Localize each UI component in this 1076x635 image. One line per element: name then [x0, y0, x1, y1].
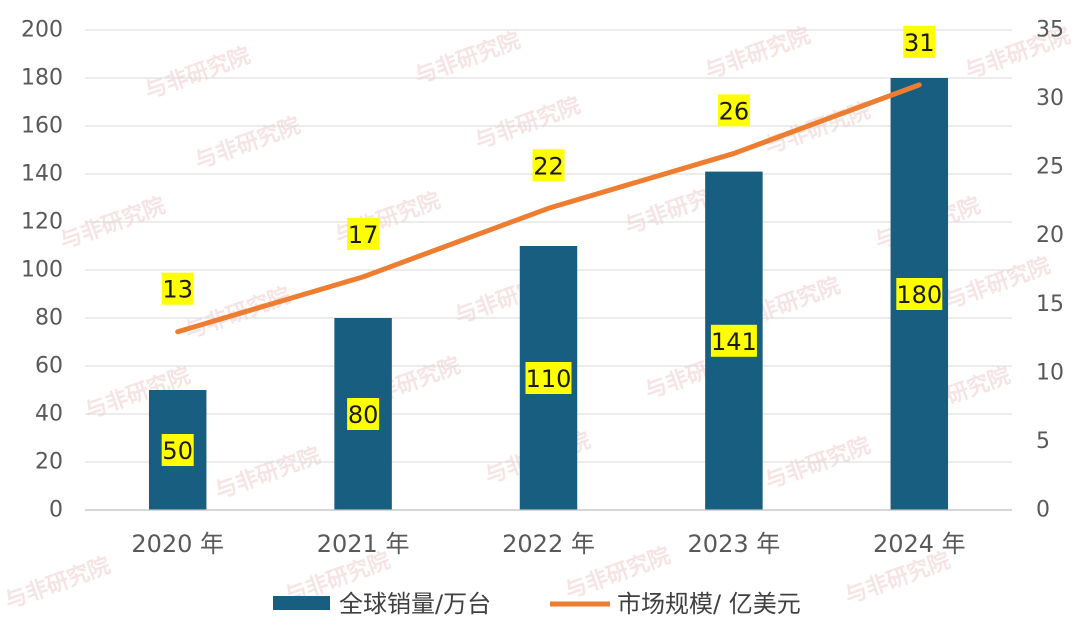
x-tick-label: 2024 年	[873, 530, 966, 558]
x-tick-label: 2020 年	[131, 530, 224, 558]
legend-swatch-bar	[273, 596, 330, 610]
bar-data-label: 141	[711, 328, 757, 356]
x-tick-label: 2023 年	[688, 530, 781, 558]
y-right-tick-label: 5	[1036, 429, 1050, 454]
y-right-tick-label: 20	[1036, 223, 1064, 248]
watermark-text: 与非研究院	[56, 192, 168, 254]
y-right-tick-label: 25	[1036, 155, 1064, 180]
y-left-tick-label: 60	[35, 354, 63, 379]
watermark-text: 与非研究院	[701, 22, 813, 84]
y-right-tick-label: 15	[1036, 292, 1064, 317]
legend-label-line: 市场规模/ 亿美元	[617, 590, 801, 618]
watermark-text: 与非研究院	[411, 27, 523, 89]
y-right-tick-label: 35	[1036, 18, 1064, 43]
legend: 全球销量/万台 市场规模/ 亿美元	[273, 590, 801, 618]
y-right-tick-label: 0	[1036, 498, 1050, 523]
line-data-label: 17	[348, 221, 379, 249]
line-data-label: 13	[162, 276, 193, 304]
bar-data-label: 50	[162, 437, 193, 465]
y-left-tick-label: 100	[21, 258, 63, 283]
line-data-label: 26	[719, 97, 750, 125]
y-left-tick-label: 0	[49, 498, 63, 523]
bar-data-label: 80	[348, 401, 379, 429]
y-left-tick-label: 40	[35, 402, 63, 427]
line-data-label: 31	[904, 29, 935, 57]
y-left-tick-label: 180	[21, 66, 63, 91]
x-tick-label: 2021 年	[317, 530, 410, 558]
watermark-text: 与非研究院	[1, 552, 113, 614]
line-data-label: 22	[533, 152, 564, 180]
y-left-tick-label: 120	[21, 210, 63, 235]
y-left-tick-label: 160	[21, 114, 63, 139]
y-left-tick-label: 20	[35, 450, 63, 475]
y-left-tick-label: 80	[35, 306, 63, 331]
legend-label-bar: 全球销量/万台	[339, 590, 491, 618]
x-tick-label: 2022 年	[502, 530, 595, 558]
y-left-tick-label: 200	[21, 18, 63, 43]
watermark-text: 与非研究院	[141, 42, 253, 104]
y-right-tick-label: 10	[1036, 360, 1064, 385]
y-right-tick-label: 30	[1036, 86, 1064, 111]
watermark-text: 与非研究院	[191, 112, 303, 174]
watermark-text: 与非研究院	[211, 442, 323, 504]
watermark-text: 与非研究院	[761, 432, 873, 494]
watermark-text: 与非研究院	[471, 92, 583, 154]
y-left-tick-label: 140	[21, 162, 63, 187]
bar-data-label: 180	[896, 281, 942, 309]
bar-data-label: 110	[526, 365, 572, 393]
